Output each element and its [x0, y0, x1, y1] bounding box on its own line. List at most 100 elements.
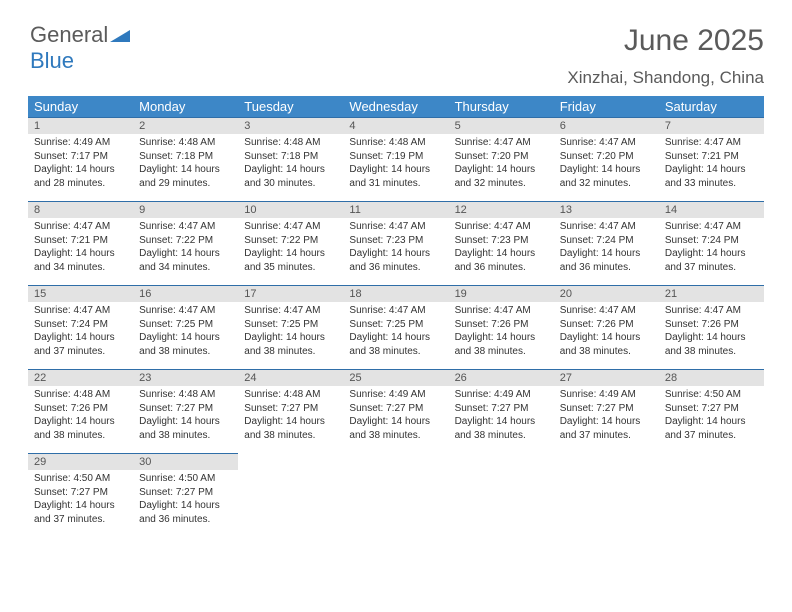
day-number: 26 [449, 369, 554, 386]
calendar-cell: 16Sunrise: 4:47 AMSunset: 7:25 PMDayligh… [133, 285, 238, 369]
day-number: 6 [554, 117, 659, 134]
day-number: 11 [343, 201, 448, 218]
calendar-cell: 28Sunrise: 4:50 AMSunset: 7:27 PMDayligh… [659, 369, 764, 453]
day-details: Sunrise: 4:47 AMSunset: 7:25 PMDaylight:… [343, 302, 448, 358]
calendar-week-row: 8Sunrise: 4:47 AMSunset: 7:21 PMDaylight… [28, 201, 764, 285]
day-number: 21 [659, 285, 764, 302]
calendar-cell: 13Sunrise: 4:47 AMSunset: 7:24 PMDayligh… [554, 201, 659, 285]
page-title: June 2025 [28, 24, 764, 58]
calendar-cell: 23Sunrise: 4:48 AMSunset: 7:27 PMDayligh… [133, 369, 238, 453]
calendar-cell: 8Sunrise: 4:47 AMSunset: 7:21 PMDaylight… [28, 201, 133, 285]
day-details: Sunrise: 4:48 AMSunset: 7:27 PMDaylight:… [238, 386, 343, 442]
day-details: Sunrise: 4:47 AMSunset: 7:26 PMDaylight:… [554, 302, 659, 358]
calendar-cell [554, 453, 659, 537]
day-number: 30 [133, 453, 238, 470]
day-number: 27 [554, 369, 659, 386]
calendar-cell: 27Sunrise: 4:49 AMSunset: 7:27 PMDayligh… [554, 369, 659, 453]
day-number: 13 [554, 201, 659, 218]
dow-thu: Thursday [449, 96, 554, 117]
day-number: 23 [133, 369, 238, 386]
day-number: 18 [343, 285, 448, 302]
calendar-cell: 1Sunrise: 4:49 AMSunset: 7:17 PMDaylight… [28, 117, 133, 201]
day-number: 19 [449, 285, 554, 302]
calendar-cell: 7Sunrise: 4:47 AMSunset: 7:21 PMDaylight… [659, 117, 764, 201]
calendar-cell [659, 453, 764, 537]
day-details: Sunrise: 4:47 AMSunset: 7:26 PMDaylight:… [449, 302, 554, 358]
logo-word1: General [30, 22, 108, 47]
day-details: Sunrise: 4:47 AMSunset: 7:25 PMDaylight:… [238, 302, 343, 358]
day-number: 2 [133, 117, 238, 134]
logo: General Blue [30, 22, 130, 74]
day-number: 4 [343, 117, 448, 134]
calendar-cell: 11Sunrise: 4:47 AMSunset: 7:23 PMDayligh… [343, 201, 448, 285]
dow-mon: Monday [133, 96, 238, 117]
day-details: Sunrise: 4:50 AMSunset: 7:27 PMDaylight:… [28, 470, 133, 526]
calendar-cell: 3Sunrise: 4:48 AMSunset: 7:18 PMDaylight… [238, 117, 343, 201]
calendar-cell: 22Sunrise: 4:48 AMSunset: 7:26 PMDayligh… [28, 369, 133, 453]
day-details: Sunrise: 4:47 AMSunset: 7:23 PMDaylight:… [449, 218, 554, 274]
day-details: Sunrise: 4:47 AMSunset: 7:22 PMDaylight:… [238, 218, 343, 274]
calendar-cell: 15Sunrise: 4:47 AMSunset: 7:24 PMDayligh… [28, 285, 133, 369]
calendar-cell: 21Sunrise: 4:47 AMSunset: 7:26 PMDayligh… [659, 285, 764, 369]
day-number: 8 [28, 201, 133, 218]
day-details: Sunrise: 4:47 AMSunset: 7:22 PMDaylight:… [133, 218, 238, 274]
calendar-cell: 19Sunrise: 4:47 AMSunset: 7:26 PMDayligh… [449, 285, 554, 369]
calendar-cell: 17Sunrise: 4:47 AMSunset: 7:25 PMDayligh… [238, 285, 343, 369]
day-details: Sunrise: 4:47 AMSunset: 7:23 PMDaylight:… [343, 218, 448, 274]
day-details: Sunrise: 4:47 AMSunset: 7:20 PMDaylight:… [554, 134, 659, 190]
day-number: 25 [343, 369, 448, 386]
day-details: Sunrise: 4:49 AMSunset: 7:27 PMDaylight:… [449, 386, 554, 442]
calendar-cell [449, 453, 554, 537]
calendar-cell: 18Sunrise: 4:47 AMSunset: 7:25 PMDayligh… [343, 285, 448, 369]
day-details: Sunrise: 4:47 AMSunset: 7:21 PMDaylight:… [28, 218, 133, 274]
calendar-cell: 26Sunrise: 4:49 AMSunset: 7:27 PMDayligh… [449, 369, 554, 453]
day-details: Sunrise: 4:47 AMSunset: 7:26 PMDaylight:… [659, 302, 764, 358]
day-number: 1 [28, 117, 133, 134]
day-number: 9 [133, 201, 238, 218]
day-number: 29 [28, 453, 133, 470]
day-details: Sunrise: 4:48 AMSunset: 7:18 PMDaylight:… [133, 134, 238, 190]
day-number: 28 [659, 369, 764, 386]
day-details: Sunrise: 4:48 AMSunset: 7:18 PMDaylight:… [238, 134, 343, 190]
logo-triangle-icon [110, 28, 130, 44]
day-number: 10 [238, 201, 343, 218]
day-details: Sunrise: 4:48 AMSunset: 7:27 PMDaylight:… [133, 386, 238, 442]
day-details: Sunrise: 4:49 AMSunset: 7:27 PMDaylight:… [343, 386, 448, 442]
dow-tue: Tuesday [238, 96, 343, 117]
day-details: Sunrise: 4:47 AMSunset: 7:25 PMDaylight:… [133, 302, 238, 358]
calendar-week-row: 22Sunrise: 4:48 AMSunset: 7:26 PMDayligh… [28, 369, 764, 453]
calendar-cell: 29Sunrise: 4:50 AMSunset: 7:27 PMDayligh… [28, 453, 133, 537]
day-details: Sunrise: 4:47 AMSunset: 7:24 PMDaylight:… [659, 218, 764, 274]
day-number: 5 [449, 117, 554, 134]
day-number: 17 [238, 285, 343, 302]
calendar-cell [343, 453, 448, 537]
logo-word2: Blue [30, 48, 74, 73]
day-details: Sunrise: 4:47 AMSunset: 7:21 PMDaylight:… [659, 134, 764, 190]
day-number: 3 [238, 117, 343, 134]
calendar-week-row: 29Sunrise: 4:50 AMSunset: 7:27 PMDayligh… [28, 453, 764, 537]
calendar-cell: 6Sunrise: 4:47 AMSunset: 7:20 PMDaylight… [554, 117, 659, 201]
day-details: Sunrise: 4:47 AMSunset: 7:24 PMDaylight:… [28, 302, 133, 358]
day-details: Sunrise: 4:50 AMSunset: 7:27 PMDaylight:… [659, 386, 764, 442]
calendar-cell: 5Sunrise: 4:47 AMSunset: 7:20 PMDaylight… [449, 117, 554, 201]
dow-wed: Wednesday [343, 96, 448, 117]
calendar-cell: 25Sunrise: 4:49 AMSunset: 7:27 PMDayligh… [343, 369, 448, 453]
calendar-cell: 24Sunrise: 4:48 AMSunset: 7:27 PMDayligh… [238, 369, 343, 453]
calendar-cell [238, 453, 343, 537]
calendar-week-row: 15Sunrise: 4:47 AMSunset: 7:24 PMDayligh… [28, 285, 764, 369]
dow-sat: Saturday [659, 96, 764, 117]
calendar-cell: 10Sunrise: 4:47 AMSunset: 7:22 PMDayligh… [238, 201, 343, 285]
calendar-cell: 12Sunrise: 4:47 AMSunset: 7:23 PMDayligh… [449, 201, 554, 285]
day-number: 24 [238, 369, 343, 386]
day-details: Sunrise: 4:47 AMSunset: 7:24 PMDaylight:… [554, 218, 659, 274]
day-number: 14 [659, 201, 764, 218]
day-number: 15 [28, 285, 133, 302]
day-number: 16 [133, 285, 238, 302]
calendar-cell: 30Sunrise: 4:50 AMSunset: 7:27 PMDayligh… [133, 453, 238, 537]
day-number: 7 [659, 117, 764, 134]
calendar-cell: 9Sunrise: 4:47 AMSunset: 7:22 PMDaylight… [133, 201, 238, 285]
day-details: Sunrise: 4:47 AMSunset: 7:20 PMDaylight:… [449, 134, 554, 190]
calendar-cell: 14Sunrise: 4:47 AMSunset: 7:24 PMDayligh… [659, 201, 764, 285]
calendar-cell: 20Sunrise: 4:47 AMSunset: 7:26 PMDayligh… [554, 285, 659, 369]
day-details: Sunrise: 4:49 AMSunset: 7:27 PMDaylight:… [554, 386, 659, 442]
